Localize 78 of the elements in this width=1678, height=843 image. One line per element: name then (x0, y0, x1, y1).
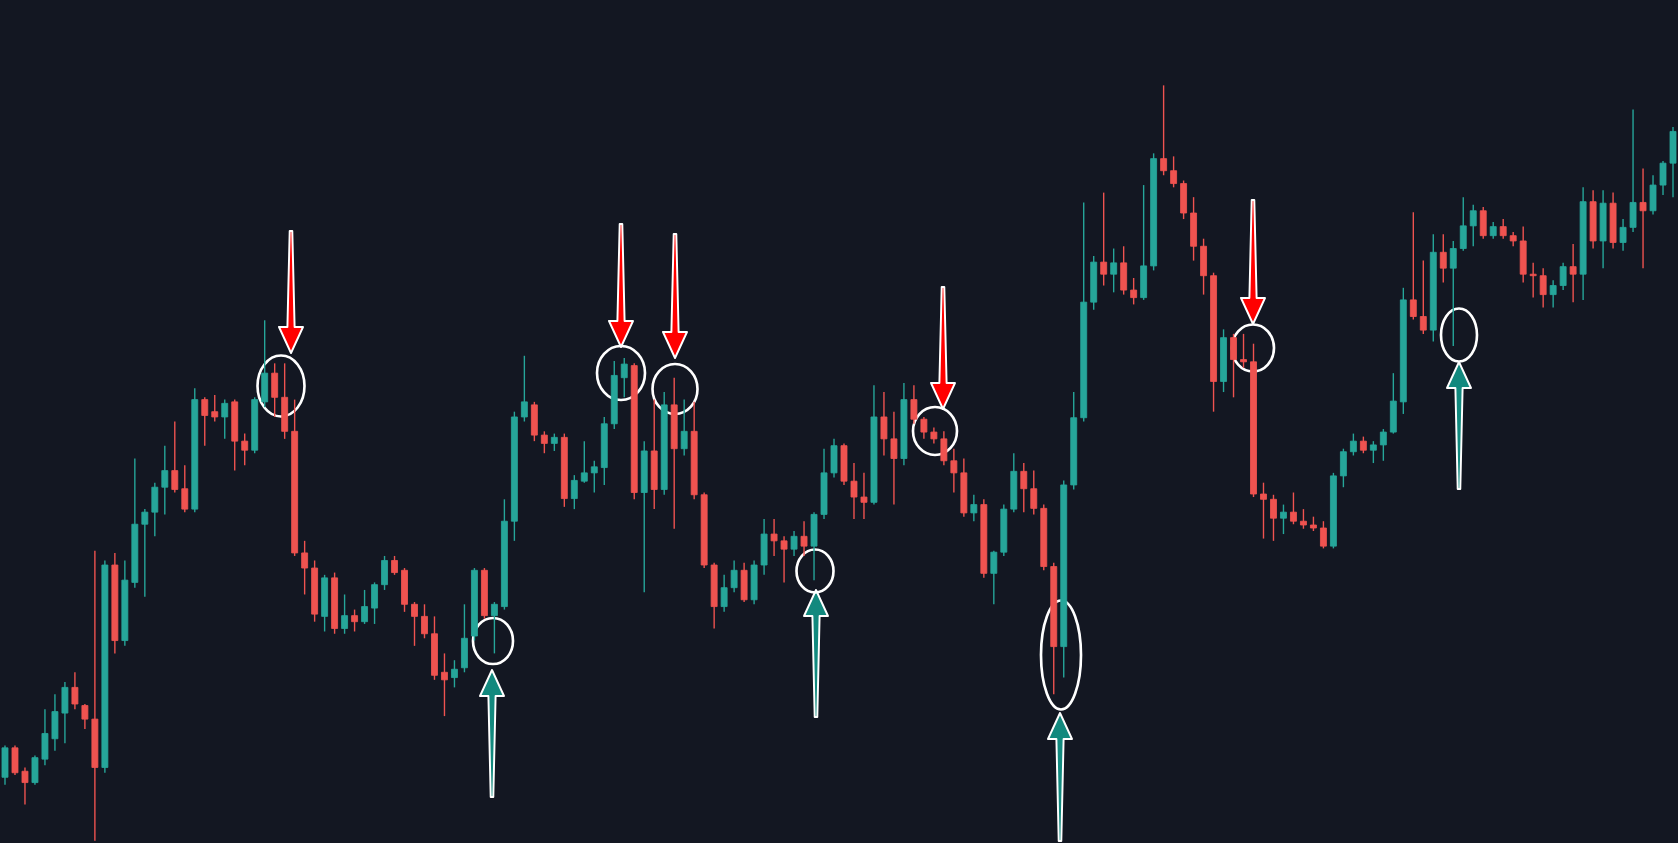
candlestick (1659, 160, 1667, 196)
candlestick (1539, 267, 1547, 309)
candlestick (171, 420, 179, 494)
candlestick (221, 398, 229, 440)
candlestick (1559, 262, 1567, 291)
candlestick (1639, 167, 1647, 269)
candlestick (1320, 520, 1327, 550)
candlestick (141, 508, 149, 598)
candlestick (181, 464, 189, 513)
candlestick (1379, 428, 1387, 462)
candlestick (1529, 262, 1537, 299)
candlestick (1459, 196, 1467, 252)
candlestick (1270, 494, 1277, 542)
candlestick (1020, 462, 1028, 513)
candlestick (441, 652, 448, 717)
candlestick (490, 601, 498, 655)
candlestick (1160, 84, 1168, 176)
candlestick (540, 430, 548, 454)
candlestick (1100, 191, 1108, 287)
candlestick (1619, 218, 1627, 252)
candlestick (970, 494, 978, 522)
candlestick (1130, 277, 1138, 306)
candlestick (451, 659, 458, 689)
candlestick (1439, 233, 1447, 284)
candlestick (590, 460, 598, 494)
candlestick (890, 410, 898, 506)
candlestick (351, 608, 358, 633)
candlestick (1349, 432, 1357, 457)
candlestick (1499, 218, 1507, 240)
candlestick (21, 766, 29, 806)
candlestick (1170, 155, 1178, 189)
candlestick (770, 518, 778, 557)
candlestick (910, 384, 918, 425)
candlestick (520, 355, 528, 423)
candlestick (81, 703, 89, 730)
candlestick (730, 559, 738, 593)
candlestick (940, 430, 948, 467)
candlestick (361, 589, 368, 625)
candlestick (411, 601, 418, 647)
candlestick (860, 472, 868, 520)
candlestick (1240, 333, 1247, 369)
candlestick (211, 394, 219, 423)
candlestick (371, 581, 378, 625)
candlestick (1110, 247, 1118, 294)
candlestick (1569, 243, 1577, 303)
candlestick (620, 357, 628, 399)
candlestick (1280, 503, 1287, 535)
candlestick (780, 535, 788, 584)
candlestick (880, 391, 888, 457)
candlestick (1260, 481, 1267, 540)
candlestick (1230, 333, 1237, 399)
candlestick (1409, 211, 1417, 321)
candlestick (720, 574, 728, 613)
candlestick (1449, 240, 1457, 347)
candlestick (990, 549, 998, 605)
candlestick (391, 555, 398, 576)
candlestick (241, 432, 249, 467)
candlestick (421, 603, 428, 639)
candlestick (161, 444, 169, 516)
candlestick (920, 416, 928, 440)
candlestick (570, 474, 578, 510)
candlestick (1549, 279, 1557, 309)
candlestick (1300, 508, 1307, 530)
candlestick (201, 396, 209, 447)
candlestick (71, 671, 79, 710)
candlestick (1290, 491, 1297, 525)
candlestick (1419, 259, 1427, 335)
candlestick (580, 440, 588, 484)
candlestick (341, 593, 349, 635)
candlestick (680, 398, 688, 457)
candlestick (301, 540, 309, 596)
candlestick (1369, 440, 1377, 464)
candlestick (850, 462, 858, 520)
candlestick (1469, 204, 1477, 247)
candlestick (800, 520, 808, 557)
candlestick (1030, 469, 1038, 516)
candlestick (950, 447, 958, 494)
candlestick (790, 530, 798, 557)
